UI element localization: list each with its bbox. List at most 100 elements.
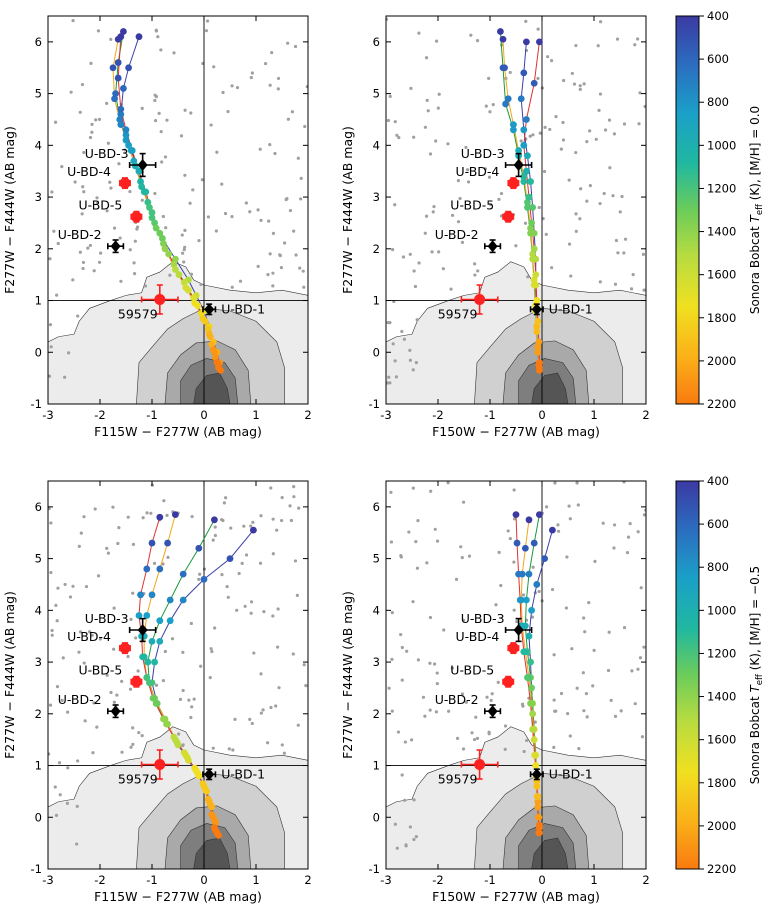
field-point <box>508 536 512 541</box>
field-point <box>233 717 237 721</box>
field-point <box>476 269 480 273</box>
field-point <box>80 82 85 87</box>
field-point <box>162 499 166 503</box>
source-u-bd-5 <box>130 675 143 688</box>
field-point <box>411 600 415 604</box>
field-point <box>112 606 116 610</box>
field-point <box>153 119 158 123</box>
field-point <box>441 267 445 271</box>
field-point <box>446 142 450 146</box>
field-point <box>159 48 163 52</box>
colorbar-tick-label: 1400 <box>707 690 736 704</box>
field-point <box>49 570 53 575</box>
field-point <box>456 179 460 183</box>
x-tick-label: 2 <box>304 873 311 887</box>
field-point <box>533 720 537 724</box>
field-point <box>230 285 234 289</box>
field-point <box>570 71 574 76</box>
x-tick-label: 1 <box>590 873 597 887</box>
field-point <box>112 700 116 704</box>
model-point <box>180 279 188 286</box>
field-point <box>416 658 420 662</box>
field-point <box>231 748 235 752</box>
x-tick-label: 1 <box>252 408 259 422</box>
field-point <box>460 692 464 696</box>
field-point <box>559 691 564 696</box>
field-point <box>242 524 246 528</box>
source-label: U-BD-5 <box>79 198 123 213</box>
field-point <box>411 368 415 372</box>
field-point <box>293 44 298 49</box>
field-point <box>537 589 541 594</box>
y-tick-label: 5 <box>35 552 42 566</box>
field-point <box>212 65 216 69</box>
field-point <box>224 496 228 500</box>
field-point <box>390 611 394 615</box>
model-point <box>208 341 216 348</box>
field-point <box>407 530 411 534</box>
field-point <box>220 182 224 186</box>
field-point <box>567 504 571 508</box>
colorbar-tick-label: 1600 <box>707 733 736 747</box>
field-point <box>594 137 598 141</box>
field-point <box>128 189 132 194</box>
field-point <box>48 323 53 327</box>
field-point <box>428 152 433 156</box>
field-point <box>105 546 109 550</box>
model-point <box>532 762 540 769</box>
field-point <box>483 167 488 171</box>
model-point <box>525 570 533 578</box>
field-point <box>256 208 260 212</box>
field-point <box>128 248 132 252</box>
field-point <box>299 176 303 180</box>
field-point <box>161 678 166 683</box>
field-point <box>132 272 137 276</box>
model-point <box>164 539 172 547</box>
y-tick-label: 5 <box>35 87 42 101</box>
field-point <box>133 239 137 243</box>
panel-top-left: U-BD-1 U-BD-2 U-BD-3 U-BD-4 U-BD-5 59579 -3 -2 -… <box>2 15 312 439</box>
field-point <box>288 504 292 508</box>
field-point <box>92 701 96 705</box>
field-point <box>596 44 600 48</box>
source-u-bd-1 <box>529 768 544 781</box>
field-point <box>66 710 70 714</box>
field-point <box>447 709 451 713</box>
model-point <box>160 240 167 248</box>
model-point <box>529 250 537 258</box>
source-label: U-BD-2 <box>435 227 479 242</box>
field-point <box>576 503 580 507</box>
model-point <box>165 250 173 258</box>
field-point <box>484 104 488 108</box>
model-point <box>533 793 541 800</box>
field-point <box>172 51 176 55</box>
field-point <box>512 488 516 492</box>
field-point <box>71 19 75 23</box>
model-point <box>525 193 533 201</box>
source-label: U-BD-2 <box>58 227 102 242</box>
x-tick-label: 2 <box>642 873 649 887</box>
model-point <box>524 674 531 681</box>
model-point <box>146 204 153 211</box>
field-point <box>279 518 284 523</box>
field-point <box>465 168 470 172</box>
model-point <box>138 183 146 191</box>
field-point <box>399 633 403 637</box>
field-point <box>292 485 296 489</box>
field-point <box>433 527 437 531</box>
field-point <box>111 505 115 509</box>
field-point <box>474 715 478 719</box>
field-point <box>249 75 253 80</box>
field-point <box>271 614 275 618</box>
field-point <box>275 528 279 532</box>
model-point <box>530 539 538 547</box>
model-point <box>530 736 538 744</box>
model-point <box>148 214 156 222</box>
model-point <box>530 245 538 253</box>
field-point <box>581 671 585 675</box>
field-point <box>612 523 617 527</box>
field-point <box>275 645 280 649</box>
model-point <box>533 323 541 330</box>
y-tick-label: 3 <box>373 655 380 669</box>
field-point <box>189 621 193 626</box>
